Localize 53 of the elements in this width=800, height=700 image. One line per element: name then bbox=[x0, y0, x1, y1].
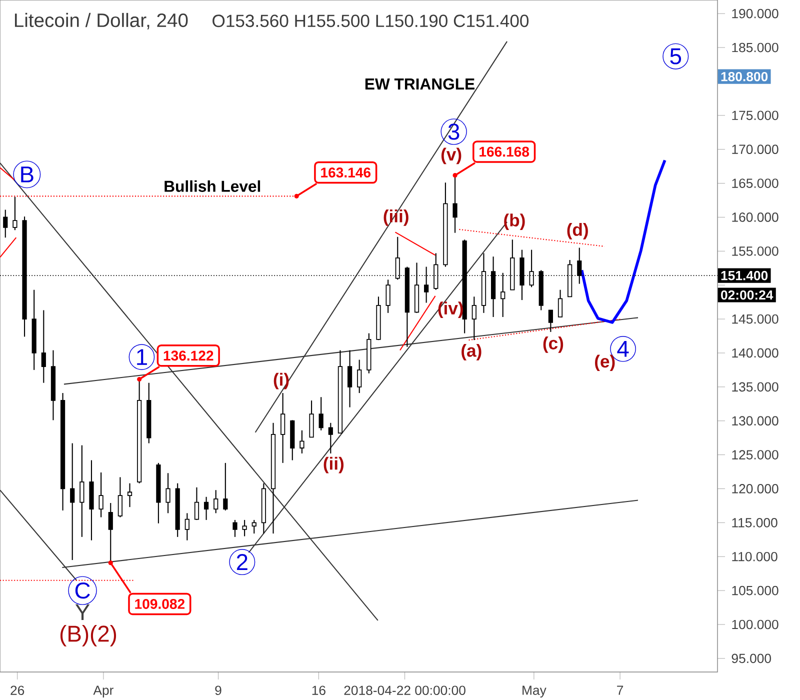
x-tick-label: 9 bbox=[215, 686, 222, 696]
ref-line-label: 151.400 bbox=[721, 270, 768, 280]
y-tick-label: 115.000 bbox=[732, 518, 778, 528]
y-tick-label: 155.000 bbox=[732, 246, 778, 256]
annotation: 5 bbox=[670, 48, 682, 64]
x-tick-label: 7 bbox=[617, 686, 624, 695]
annotation: (ii) bbox=[324, 456, 344, 474]
text: O153.560 H155.500 L150.190 C151.400 bbox=[212, 14, 529, 28]
annotation: 4 bbox=[617, 341, 629, 357]
annotation: (i) bbox=[274, 372, 289, 390]
y-tick-label: 120.000 bbox=[732, 484, 778, 494]
annotation: C bbox=[75, 582, 90, 599]
text: Litecoin / Dollar, 240 bbox=[14, 12, 188, 30]
annotation: (a) bbox=[462, 344, 482, 360]
y-tick-label: 170.000 bbox=[732, 144, 778, 154]
annotation: (c) bbox=[543, 336, 564, 353]
y-tick-label: 185.000 bbox=[732, 42, 778, 52]
y-tick-label: 105.000 bbox=[732, 586, 778, 596]
y-tick-label: 110.000 bbox=[732, 552, 778, 562]
annotation: (b) bbox=[504, 214, 525, 230]
annotation: 163.146 bbox=[321, 168, 371, 178]
y-tick-label: 125.000 bbox=[732, 450, 778, 460]
y-tick-label: 165.000 bbox=[732, 178, 778, 188]
annotation: (v) bbox=[441, 148, 462, 164]
annotation: 166.168 bbox=[480, 146, 530, 157]
annotation: EW TRIANGLE bbox=[365, 78, 474, 90]
y-tick-label: 130.000 bbox=[732, 416, 778, 426]
x-tick-label: 2018-04-22 00:00:00 bbox=[344, 686, 466, 696]
y-tick-label: 160.000 bbox=[732, 212, 778, 222]
x-tick-label: May bbox=[522, 686, 546, 698]
annotation: B bbox=[21, 166, 34, 182]
y-tick-label: 100.000 bbox=[732, 620, 778, 630]
text: 180.800 bbox=[721, 72, 768, 82]
y-tick-label: 145.000 bbox=[732, 314, 778, 324]
x-tick-label: 26 bbox=[10, 686, 24, 696]
annotation: 109.082 bbox=[135, 598, 185, 609]
annotation: Bullish Level bbox=[164, 180, 260, 192]
annotation: 1 bbox=[137, 349, 147, 365]
y-tick-label: 140.000 bbox=[732, 348, 778, 358]
text: 02:00:24 bbox=[721, 290, 774, 300]
x-tick-label: 16 bbox=[312, 686, 326, 696]
annotation: 136.122 bbox=[164, 350, 214, 361]
y-tick-label: 175.000 bbox=[732, 110, 778, 120]
x-tick-label: Apr bbox=[93, 686, 114, 698]
y-tick-label: 190.000 bbox=[732, 8, 778, 18]
y-tick-label: 135.000 bbox=[732, 382, 778, 392]
annotation: (d) bbox=[567, 222, 588, 240]
annotation: 3 bbox=[448, 124, 460, 140]
annotation: 2 bbox=[236, 554, 248, 570]
annotation: (e) bbox=[595, 354, 615, 372]
annotation: Y bbox=[75, 604, 90, 620]
y-tick-label: 95.000 bbox=[732, 654, 771, 664]
annotation: (B)(2) bbox=[60, 625, 116, 646]
